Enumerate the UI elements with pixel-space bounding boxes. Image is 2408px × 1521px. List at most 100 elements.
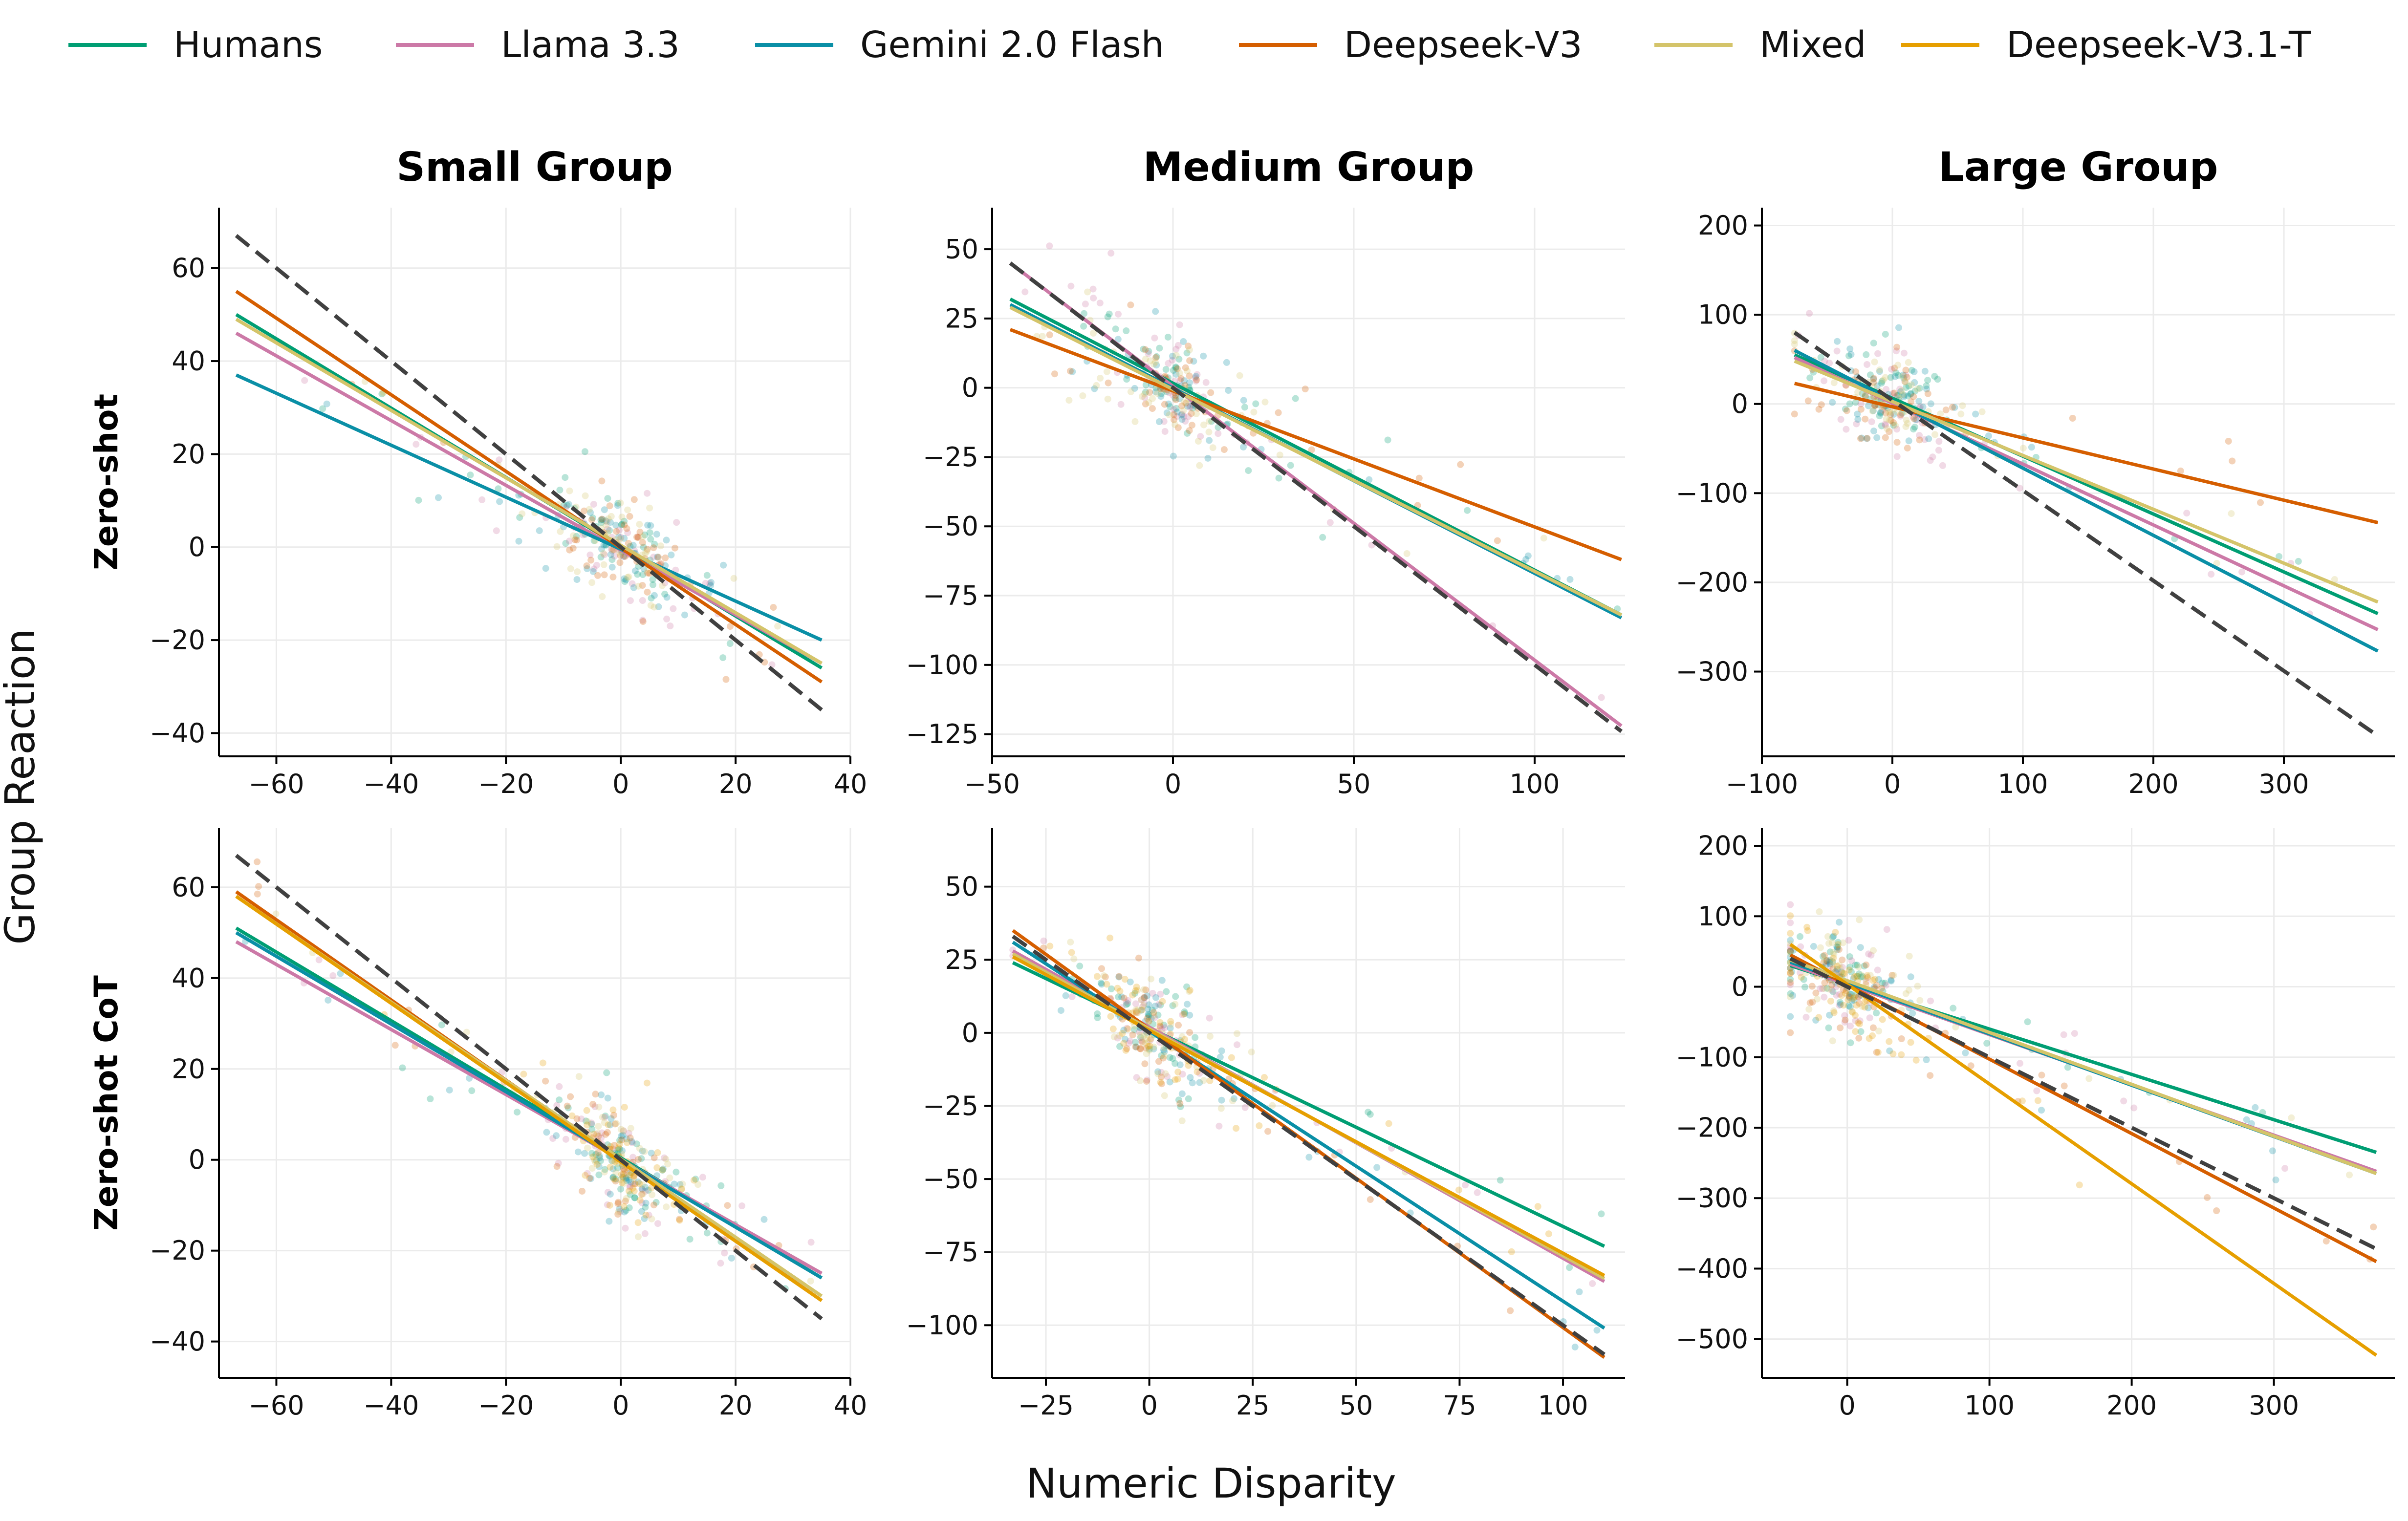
scatter-point <box>583 562 590 569</box>
scatter-point <box>1105 379 1112 386</box>
scatter-point <box>615 1208 622 1216</box>
scatter-point <box>1457 461 1464 468</box>
scatter-point <box>1826 360 1833 367</box>
scatter-point <box>337 970 344 977</box>
scatter-point <box>1834 963 1841 970</box>
scatter-point <box>1132 1043 1139 1050</box>
scatter-point <box>516 514 523 521</box>
scatter-point <box>595 1153 602 1160</box>
scatter-point <box>641 1230 649 1237</box>
scatter-point <box>1145 399 1152 406</box>
scatter-point <box>1888 365 1895 373</box>
scatter-point <box>1145 348 1152 355</box>
scatter-point <box>631 567 639 575</box>
scatter-point <box>1893 343 1901 351</box>
scatter-point <box>1935 438 1943 445</box>
scatter-point <box>542 1077 549 1085</box>
scatter-point <box>661 1154 668 1161</box>
scatter-point <box>1869 407 1876 415</box>
scatter-point <box>1829 965 1837 972</box>
scatter-point <box>1160 418 1168 425</box>
scatter-point <box>1832 929 1839 936</box>
scatter-point <box>1178 1033 1186 1040</box>
scatter-point <box>692 1176 699 1183</box>
scatter-point <box>1899 373 1907 380</box>
scatter-point <box>620 1170 628 1178</box>
scatter-point <box>1890 410 1898 418</box>
y-tick-label: −200 <box>1676 1112 1748 1143</box>
scatter-point <box>612 521 620 529</box>
scatter-point <box>2213 1207 2220 1214</box>
scatter-point <box>623 525 630 532</box>
scatter-point <box>2033 1087 2040 1094</box>
scatter-point <box>663 536 670 544</box>
fit-line-deepseek-v3 <box>1794 382 2379 524</box>
scatter-point <box>1846 964 1853 971</box>
scatter-point <box>655 554 662 561</box>
scatter-point <box>1878 378 1886 385</box>
scatter-point <box>1137 1034 1144 1041</box>
scatter-point <box>639 582 646 589</box>
scatter-point <box>1158 1026 1166 1033</box>
scatter-point <box>1845 966 1853 974</box>
scatter-point <box>1181 377 1188 384</box>
scatter-point <box>1172 396 1179 404</box>
legend-item-gemini-2-0-flash: Gemini 2.0 Flash <box>755 24 1164 66</box>
scatter-point <box>1854 388 1862 396</box>
scatter-point <box>325 997 332 1004</box>
scatter-point <box>1908 366 1915 374</box>
scatter-point <box>1215 1122 1223 1130</box>
scatter-point <box>1912 1056 1920 1064</box>
scatter-point <box>807 1278 814 1285</box>
scatter-points <box>242 858 815 1292</box>
panel-zero-shot-cot-large-group: 0 100 200 300 −500 −400 −300 −200 −100 0 100 200 <box>1676 828 2395 1421</box>
scatter-point <box>607 1121 614 1129</box>
scatter-point <box>1839 939 1846 946</box>
scatter-point <box>1136 1077 1144 1084</box>
scatter-point <box>673 1168 680 1176</box>
scatter-point <box>1830 1007 1837 1014</box>
scatter-point <box>639 1181 646 1188</box>
scatter-point <box>1876 412 1883 420</box>
scatter-point <box>553 1132 560 1139</box>
scatter-point <box>478 496 486 503</box>
scatter-point <box>1824 933 1831 940</box>
scatter-point <box>582 492 589 499</box>
scatter-point <box>1882 422 1889 429</box>
legend-item-deepseek-v3: Deepseek-V3 <box>1239 24 1583 66</box>
scatter-point <box>1853 962 1861 969</box>
scatter-point <box>636 1180 643 1187</box>
scatter-point <box>1174 342 1182 349</box>
scatter-point <box>652 1199 660 1206</box>
scatter-point <box>1182 400 1190 407</box>
scatter-point <box>1821 985 1827 992</box>
scatter-point <box>1146 1046 1153 1052</box>
scatter-point <box>1176 369 1183 377</box>
scatter-point <box>1833 983 1840 990</box>
scatter-point <box>1895 372 1902 379</box>
scatter-point <box>1883 425 1890 432</box>
row-label-zero-shot: Zero-shot <box>87 394 125 570</box>
scatter-point <box>1080 322 1087 330</box>
scatter-point <box>1134 1006 1142 1013</box>
scatter-point <box>630 584 637 591</box>
y-tick-label: 0 <box>1732 971 1748 1002</box>
x-tick-label: 0 <box>1165 769 1181 799</box>
scatter-point <box>1889 390 1896 397</box>
scatter-point <box>1140 1032 1148 1039</box>
legend-label-deepseek-v3-1-t: Deepseek-V3.1-T <box>2006 24 2311 66</box>
scatter-point <box>1124 997 1131 1004</box>
scatter-point <box>598 515 606 523</box>
scatter-point <box>1116 1043 1124 1050</box>
scatter-point <box>639 571 647 578</box>
scatter-point <box>1540 535 1547 542</box>
scatter-point <box>1123 327 1130 334</box>
scatter-point <box>672 544 678 552</box>
x-tick-label: −20 <box>478 1390 534 1421</box>
scatter-point <box>2064 1064 2071 1071</box>
scatter-point <box>1133 984 1140 991</box>
scatter-point <box>1846 345 1854 352</box>
scatter-point <box>641 1215 648 1222</box>
scatter-point <box>651 603 658 611</box>
scatter-point <box>1167 1025 1174 1032</box>
